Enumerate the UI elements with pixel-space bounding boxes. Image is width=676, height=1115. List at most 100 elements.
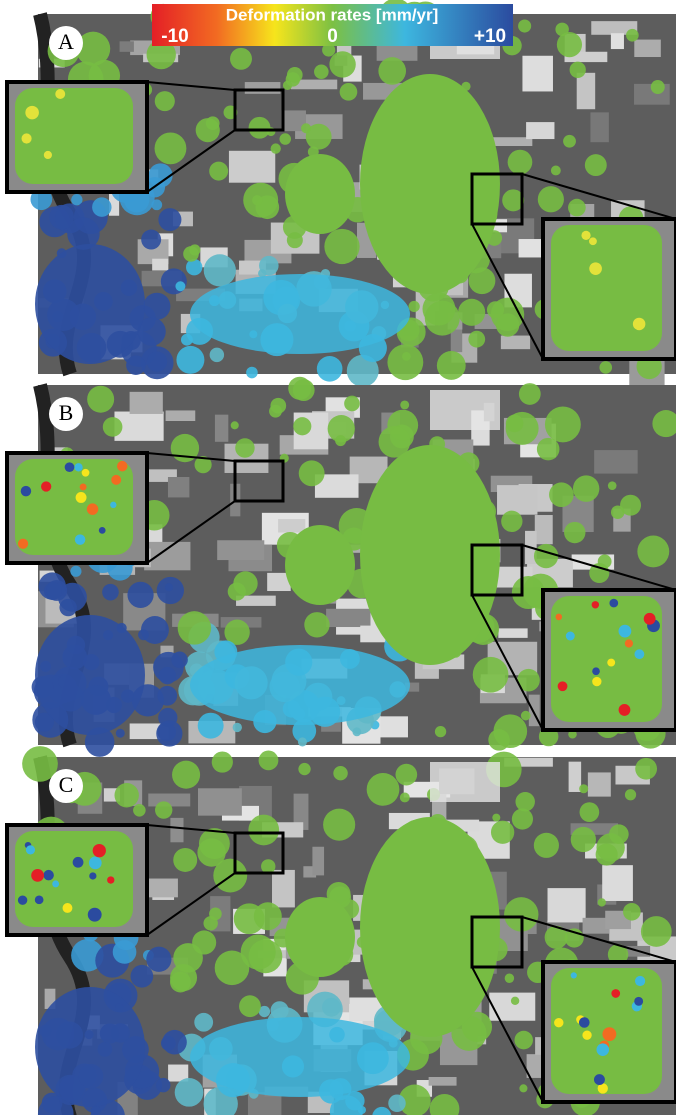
page: ABC Deformation rates [mm/yr] -100+10 ((… bbox=[0, 0, 676, 1115]
ps-cluster bbox=[573, 475, 599, 501]
inset-speck bbox=[609, 599, 618, 608]
ps-cluster bbox=[231, 421, 239, 429]
inset-speck bbox=[635, 976, 645, 986]
inset-speck bbox=[625, 639, 633, 647]
ps-cluster bbox=[192, 930, 216, 954]
field bbox=[498, 628, 527, 638]
ps-cluster bbox=[488, 729, 510, 751]
ps-cluster bbox=[196, 118, 220, 142]
ps-cluster bbox=[246, 367, 258, 379]
field bbox=[429, 1077, 457, 1086]
ps-cluster bbox=[501, 511, 522, 532]
inset-speck bbox=[110, 502, 116, 508]
field bbox=[198, 788, 242, 815]
inset-speck bbox=[589, 262, 602, 275]
field bbox=[229, 151, 275, 183]
ps-cluster bbox=[324, 229, 359, 264]
ps-cluster bbox=[608, 481, 617, 490]
ps-cluster bbox=[568, 199, 586, 217]
field bbox=[489, 993, 535, 1021]
inset-speck bbox=[31, 869, 44, 882]
ps-cluster bbox=[580, 802, 600, 822]
ps-cluster bbox=[194, 1013, 213, 1032]
ps-cluster bbox=[215, 951, 250, 986]
inset-speck bbox=[89, 872, 96, 879]
ps-cluster bbox=[126, 355, 146, 375]
ps-cluster bbox=[626, 29, 639, 42]
ps-cluster bbox=[518, 19, 531, 32]
inset-speck bbox=[35, 895, 44, 904]
ps-cluster bbox=[635, 758, 657, 780]
field bbox=[588, 772, 611, 796]
ps-cluster bbox=[259, 751, 279, 771]
ps-cluster bbox=[141, 616, 169, 644]
inset-speck bbox=[607, 659, 615, 667]
field bbox=[166, 410, 196, 421]
ps-cluster bbox=[209, 162, 228, 181]
ps-cluster bbox=[190, 645, 410, 725]
inset-speck bbox=[18, 895, 27, 904]
ps-cluster bbox=[395, 764, 417, 786]
ps-cluster bbox=[360, 74, 500, 294]
ps-cluster bbox=[285, 525, 355, 605]
inset-speck bbox=[596, 1043, 609, 1056]
field bbox=[217, 540, 264, 560]
ps-cluster bbox=[298, 763, 310, 775]
ps-cluster bbox=[249, 117, 271, 139]
ps-cluster bbox=[248, 815, 279, 846]
ps-cluster bbox=[102, 584, 119, 601]
ps-cluster bbox=[157, 686, 177, 706]
inset-speck bbox=[52, 880, 59, 887]
inset-speck bbox=[26, 845, 35, 854]
ps-cluster bbox=[49, 205, 74, 230]
ps-cluster bbox=[151, 199, 162, 210]
ps-cluster bbox=[323, 809, 355, 841]
ps-cluster bbox=[367, 773, 400, 806]
inset-speck bbox=[93, 844, 106, 857]
ps-cluster bbox=[46, 580, 67, 601]
ps-cluster bbox=[402, 352, 411, 361]
field bbox=[583, 918, 610, 934]
ps-cluster bbox=[492, 814, 500, 822]
ps-cluster bbox=[512, 808, 533, 829]
ps-cluster bbox=[287, 67, 303, 83]
ps-cluster bbox=[609, 824, 629, 844]
ps-cluster bbox=[261, 859, 275, 873]
ps-cluster bbox=[388, 1095, 405, 1112]
ps-cluster bbox=[344, 396, 360, 412]
ps-cluster bbox=[146, 947, 171, 972]
ps-cluster bbox=[92, 197, 111, 216]
ps-cluster bbox=[131, 965, 154, 988]
ps-cluster bbox=[159, 667, 176, 684]
field bbox=[548, 888, 586, 922]
inset-speck bbox=[554, 1018, 563, 1027]
ps-cluster bbox=[210, 348, 224, 362]
ps-cluster bbox=[271, 143, 281, 153]
field bbox=[245, 82, 281, 94]
field bbox=[526, 122, 554, 139]
ps-cluster bbox=[147, 351, 167, 371]
ps-cluster bbox=[87, 386, 114, 413]
ps-cluster bbox=[514, 1031, 533, 1050]
inset-speck bbox=[117, 461, 128, 472]
ps-cluster bbox=[270, 398, 286, 414]
ps-cluster bbox=[293, 379, 315, 401]
ps-cluster bbox=[59, 599, 76, 616]
field bbox=[168, 477, 189, 497]
ps-cluster bbox=[252, 195, 262, 205]
ps-cluster bbox=[299, 460, 325, 486]
ps-cluster bbox=[190, 1017, 410, 1097]
colorbar: Deformation rates [mm/yr] -100+10 bbox=[152, 4, 513, 47]
ps-cluster bbox=[400, 400, 409, 409]
inset-speck bbox=[41, 481, 51, 491]
ps-cluster bbox=[141, 230, 161, 250]
inset-speck bbox=[555, 614, 562, 621]
field bbox=[590, 112, 608, 142]
ps-cluster bbox=[235, 438, 254, 457]
field bbox=[501, 336, 530, 350]
panel-label: C bbox=[59, 772, 74, 797]
ps-cluster bbox=[437, 351, 466, 380]
ps-cluster bbox=[511, 997, 519, 1005]
map-panel: B bbox=[7, 377, 676, 757]
ps-cluster bbox=[155, 91, 175, 111]
